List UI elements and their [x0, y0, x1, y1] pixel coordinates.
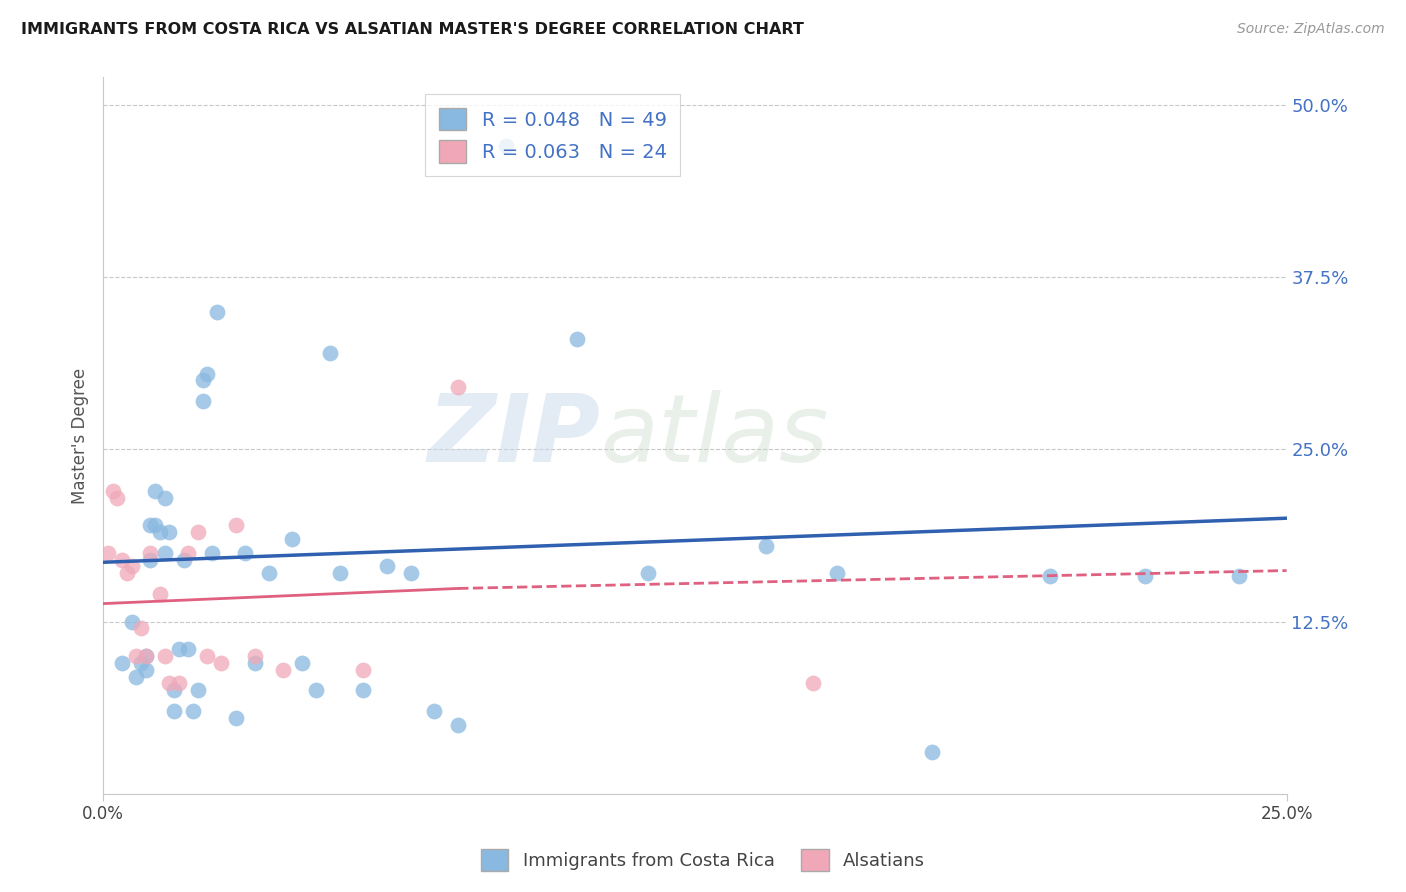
- Point: [153, 546, 176, 560]
- Point: [191, 374, 214, 388]
- Point: [233, 546, 256, 560]
- Point: [157, 524, 180, 539]
- Point: [353, 683, 375, 698]
- Point: [125, 670, 148, 684]
- Text: ZIP: ZIP: [427, 390, 600, 482]
- Point: [139, 518, 162, 533]
- Point: [187, 683, 209, 698]
- Point: [167, 642, 190, 657]
- Point: [139, 552, 162, 566]
- Point: [495, 139, 517, 153]
- Point: [195, 367, 218, 381]
- Point: [149, 587, 172, 601]
- Point: [225, 518, 247, 533]
- Point: [191, 394, 214, 409]
- Point: [121, 559, 143, 574]
- Point: [97, 546, 120, 560]
- Point: [225, 711, 247, 725]
- Point: [825, 566, 848, 581]
- Point: [921, 745, 943, 759]
- Point: [105, 491, 128, 505]
- Point: [143, 518, 166, 533]
- Point: [637, 566, 659, 581]
- Point: [153, 491, 176, 505]
- Text: atlas: atlas: [600, 390, 828, 481]
- Point: [187, 524, 209, 539]
- Point: [281, 532, 304, 546]
- Legend: Immigrants from Costa Rica, Alsatians: Immigrants from Costa Rica, Alsatians: [474, 842, 932, 879]
- Point: [111, 552, 134, 566]
- Point: [319, 346, 342, 360]
- Point: [271, 663, 294, 677]
- Point: [211, 656, 233, 670]
- Point: [353, 663, 375, 677]
- Point: [243, 648, 266, 663]
- Point: [205, 304, 228, 318]
- Point: [291, 656, 314, 670]
- Point: [125, 648, 148, 663]
- Point: [135, 648, 157, 663]
- Point: [257, 566, 280, 581]
- Point: [101, 483, 124, 498]
- Point: [195, 648, 218, 663]
- Point: [173, 552, 195, 566]
- Point: [177, 642, 200, 657]
- Point: [1133, 569, 1156, 583]
- Point: [153, 648, 176, 663]
- Point: [115, 566, 138, 581]
- Point: [755, 539, 778, 553]
- Point: [157, 676, 180, 690]
- Point: [181, 704, 204, 718]
- Point: [305, 683, 328, 698]
- Point: [121, 615, 143, 629]
- Point: [243, 656, 266, 670]
- Point: [135, 648, 157, 663]
- Point: [375, 559, 398, 574]
- Point: [143, 483, 166, 498]
- Point: [111, 656, 134, 670]
- Y-axis label: Master's Degree: Master's Degree: [72, 368, 89, 504]
- Point: [129, 656, 152, 670]
- Point: [447, 718, 470, 732]
- Point: [139, 546, 162, 560]
- Point: [135, 663, 157, 677]
- Point: [447, 380, 470, 394]
- Legend: R = 0.048   N = 49, R = 0.063   N = 24: R = 0.048 N = 49, R = 0.063 N = 24: [426, 95, 681, 177]
- Point: [201, 546, 224, 560]
- Point: [1227, 569, 1250, 583]
- Point: [149, 524, 172, 539]
- Point: [801, 676, 824, 690]
- Point: [329, 566, 352, 581]
- Point: [177, 546, 200, 560]
- Point: [1039, 569, 1062, 583]
- Point: [167, 676, 190, 690]
- Point: [163, 683, 186, 698]
- Point: [129, 621, 152, 635]
- Point: [399, 566, 422, 581]
- Point: [565, 332, 588, 346]
- Point: [423, 704, 446, 718]
- Text: IMMIGRANTS FROM COSTA RICA VS ALSATIAN MASTER'S DEGREE CORRELATION CHART: IMMIGRANTS FROM COSTA RICA VS ALSATIAN M…: [21, 22, 804, 37]
- Text: Source: ZipAtlas.com: Source: ZipAtlas.com: [1237, 22, 1385, 37]
- Point: [163, 704, 186, 718]
